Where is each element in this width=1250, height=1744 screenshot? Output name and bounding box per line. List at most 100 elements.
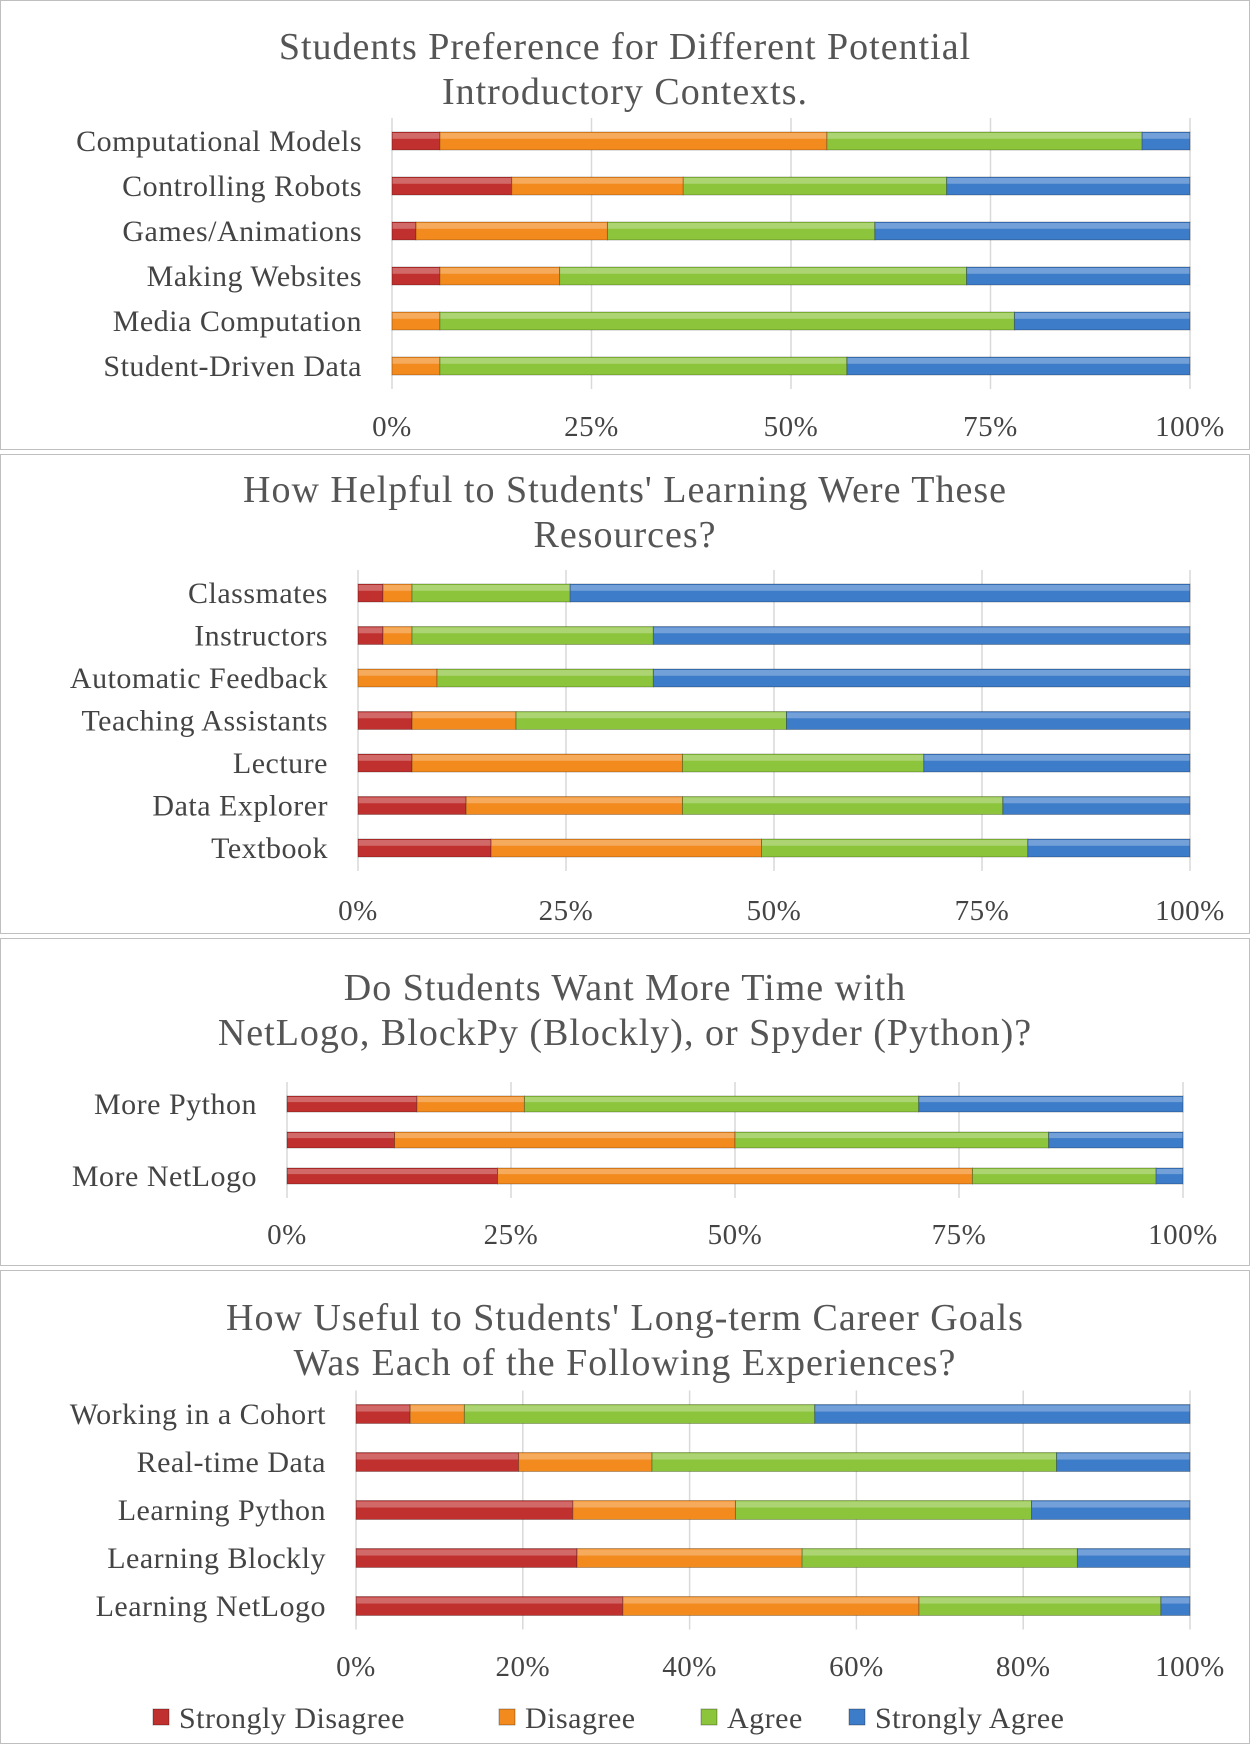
- x-tick-label: 100%: [1155, 1651, 1225, 1683]
- bar-highlight: [570, 585, 1190, 591]
- x-tick-label: 75%: [955, 895, 1010, 927]
- category-label: Making Websites: [147, 260, 362, 293]
- bar-segment-strongly-agree: [1031, 1500, 1191, 1520]
- legend-item-strongly-agree: Strongly Agree: [848, 1702, 1064, 1735]
- bar-highlight: [417, 1097, 524, 1103]
- bar-highlight: [972, 1169, 1156, 1175]
- bar-highlight: [498, 1169, 972, 1175]
- bar-segment-strongly-agree: [874, 221, 1191, 241]
- bar-highlight: [919, 1597, 1161, 1604]
- bar-highlight: [383, 585, 412, 591]
- bar-highlight: [652, 1453, 1057, 1460]
- x-tick-label: 50%: [764, 411, 819, 443]
- bar-segment-strongly-agree: [785, 711, 1191, 730]
- bar-highlight: [287, 1133, 395, 1139]
- bar-segment-strongly-disagree: [355, 1500, 574, 1520]
- category-label: Working in a Cohort: [70, 1398, 326, 1431]
- bar-highlight: [412, 585, 570, 591]
- x-tick-label: 40%: [662, 1651, 717, 1683]
- bar-highlight: [358, 755, 412, 761]
- category-label: Data Explorer: [152, 790, 328, 823]
- category-label: Computational Models: [76, 125, 362, 158]
- legend-label: Agree: [727, 1702, 803, 1735]
- bar-highlight: [827, 133, 1142, 139]
- bar-segment-strongly-agree: [1160, 1596, 1191, 1616]
- bar-highlight: [356, 1405, 410, 1412]
- bar-highlight: [392, 313, 440, 319]
- bar-highlight: [358, 585, 383, 591]
- bar-segment-strongly-agree: [652, 626, 1191, 645]
- bar-highlight: [416, 223, 607, 229]
- bar-segment-strongly-agree: [918, 1095, 1184, 1113]
- bar-highlight: [1142, 133, 1190, 139]
- bar-highlight: [437, 670, 653, 676]
- bar-segment-strongly-agree: [1141, 131, 1191, 151]
- bar-segment-strongly-agree: [1076, 1548, 1191, 1568]
- bar-highlight: [875, 223, 1190, 229]
- bar-highlight: [560, 268, 967, 274]
- chart-title-line-1: Do Students Want More Time with: [344, 967, 906, 1009]
- bar-highlight: [1057, 1453, 1190, 1460]
- category-label: Controlling Robots: [122, 170, 362, 203]
- x-tick-label: 0%: [336, 1651, 376, 1683]
- bar-highlight: [786, 712, 1190, 719]
- bar-highlight: [653, 627, 1190, 634]
- category-label: Automatic Feedback: [70, 662, 328, 695]
- bar-highlight: [967, 268, 1190, 274]
- chart-learning-resources: How Helpful to Students' Learning Were T…: [70, 469, 1224, 927]
- category-label: Learning NetLogo: [96, 1590, 326, 1623]
- legend-swatch: [848, 1708, 866, 1726]
- bar-highlight: [392, 358, 440, 364]
- bar-highlight: [1028, 840, 1190, 846]
- category-label: Student-Driven Data: [103, 350, 362, 383]
- x-tick-label: 0%: [372, 411, 412, 443]
- chart-title-line-2: Resources?: [533, 514, 716, 556]
- category-label: Instructors: [194, 620, 328, 653]
- legend-item-disagree: Disagree: [498, 1702, 635, 1735]
- x-tick-label: 25%: [484, 1219, 539, 1251]
- bar-highlight: [358, 840, 491, 846]
- category-label: Media Computation: [113, 305, 362, 338]
- x-tick-label: 75%: [963, 411, 1018, 443]
- bar-highlight: [440, 133, 827, 139]
- chart-title-line-2: Introductory Contexts.: [442, 71, 808, 113]
- category-label: Lecture: [233, 747, 328, 780]
- category-label: Teaching Assistants: [81, 705, 328, 738]
- bar-highlight: [924, 755, 1190, 761]
- chart-career-goals: How Useful to Students' Long-term Career…: [70, 1297, 1225, 1735]
- bar-highlight: [356, 1597, 623, 1604]
- category-label: More NetLogo: [72, 1160, 257, 1193]
- category-label: Learning Python: [118, 1494, 326, 1527]
- x-tick-label: 50%: [708, 1219, 763, 1251]
- legend-label: Strongly Agree: [875, 1702, 1064, 1735]
- bar-highlight: [519, 1453, 652, 1460]
- legend-item-agree: Agree: [700, 1702, 803, 1735]
- bar-highlight: [410, 1405, 464, 1412]
- bar-highlight: [392, 223, 416, 229]
- bar-highlight: [1077, 1549, 1190, 1556]
- bar-highlight: [735, 1133, 1049, 1139]
- x-tick-label: 50%: [747, 895, 802, 927]
- category-label: Classmates: [188, 577, 328, 610]
- chart-more-time-tools: Do Students Want More Time withNetLogo, …: [72, 967, 1217, 1251]
- bar-highlight: [392, 268, 440, 274]
- x-tick-label: 60%: [829, 1651, 884, 1683]
- bar-highlight: [358, 627, 383, 634]
- bar-highlight: [440, 358, 847, 364]
- category-label: Learning Blockly: [107, 1542, 326, 1575]
- chart-panel-3: Do Students Want More Time with NetLogo, …: [0, 938, 1250, 1266]
- bar-highlight: [1003, 797, 1190, 804]
- bar-highlight: [762, 840, 1028, 846]
- bar-segment-strongly-agree: [1027, 838, 1191, 858]
- bar-segment-strongly-agree: [846, 356, 1191, 376]
- legend-label: Strongly Disagree: [179, 1702, 405, 1735]
- bar-highlight: [1049, 1133, 1183, 1139]
- bar-highlight: [1032, 1501, 1190, 1508]
- chart-title-line-2: Was Each of the Following Experiences?: [294, 1342, 957, 1384]
- x-tick-label: 0%: [338, 895, 378, 927]
- bar-highlight: [383, 627, 412, 634]
- category-label: Textbook: [211, 832, 328, 865]
- bar-segment-strongly-agree: [966, 266, 1191, 286]
- legend-swatch: [498, 1708, 516, 1726]
- bar-highlight: [802, 1549, 1077, 1556]
